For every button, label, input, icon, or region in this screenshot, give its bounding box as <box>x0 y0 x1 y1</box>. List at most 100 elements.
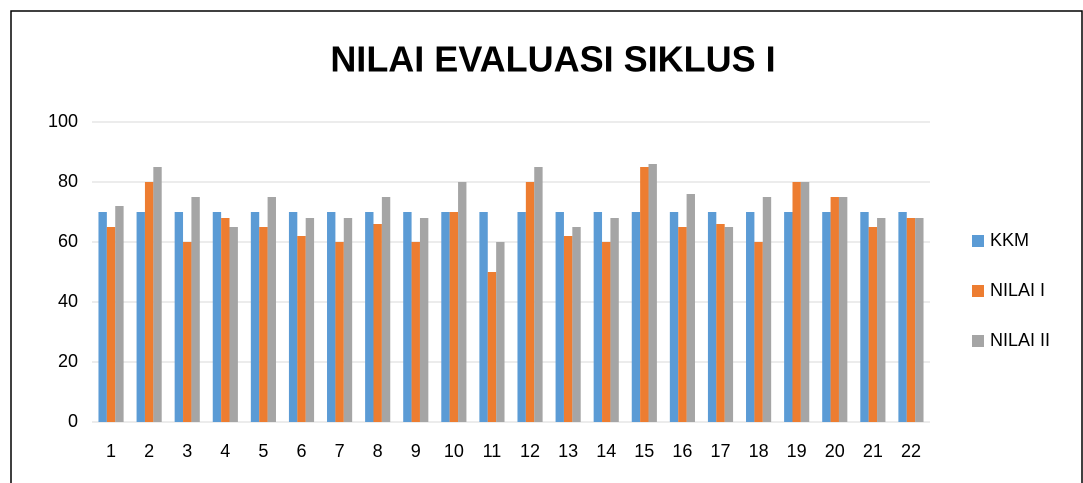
legend-label: NILAI I <box>990 280 1045 300</box>
bar <box>259 227 268 422</box>
x-tick-label: 18 <box>749 441 769 461</box>
bar <box>822 212 831 422</box>
bar <box>906 218 916 422</box>
x-tick-label: 10 <box>444 441 464 461</box>
legend-label: NILAI II <box>990 330 1050 350</box>
bar <box>517 212 526 422</box>
legend-swatch <box>972 335 984 347</box>
bar <box>746 212 755 422</box>
bar <box>106 227 116 422</box>
bar <box>754 242 763 422</box>
x-tick-label: 4 <box>220 441 230 461</box>
bar <box>792 182 801 422</box>
bar <box>419 218 429 422</box>
y-tick-label: 0 <box>68 411 78 431</box>
x-tick-label: 14 <box>596 441 616 461</box>
bar <box>724 227 734 422</box>
bar <box>496 242 505 422</box>
bar <box>297 236 306 422</box>
x-tick-label: 12 <box>520 441 540 461</box>
bar <box>563 236 573 422</box>
legend-label: KKM <box>990 230 1029 250</box>
x-tick-label: 15 <box>634 441 654 461</box>
bar <box>525 182 535 422</box>
bar <box>487 272 497 422</box>
bar <box>98 212 107 422</box>
bar <box>716 224 725 422</box>
bar <box>915 218 924 422</box>
bar <box>373 224 382 422</box>
bar <box>800 182 810 422</box>
bar <box>678 227 687 422</box>
bar <box>830 197 839 422</box>
bar <box>686 194 695 422</box>
bar <box>860 212 869 422</box>
bar <box>327 212 336 422</box>
bar <box>174 212 184 422</box>
bar <box>153 167 162 422</box>
x-tick-label: 3 <box>182 441 192 461</box>
bar <box>784 212 793 422</box>
bar <box>762 197 772 422</box>
bar <box>631 212 641 422</box>
bar <box>212 212 222 422</box>
x-tick-label: 22 <box>901 441 921 461</box>
bar <box>602 242 611 422</box>
x-tick-label: 11 <box>483 441 502 461</box>
bar <box>191 197 200 422</box>
bar <box>838 197 848 422</box>
bar <box>144 182 154 422</box>
y-tick-label: 100 <box>48 111 78 131</box>
bar <box>640 167 649 422</box>
x-tick-label: 2 <box>144 441 154 461</box>
bar <box>403 212 412 422</box>
chart-title: NILAI EVALUASI SIKLUS I <box>330 39 775 80</box>
x-tick-label: 7 <box>335 441 345 461</box>
bar <box>479 212 488 422</box>
legend-swatch <box>972 285 984 297</box>
x-tick-label: 20 <box>825 441 845 461</box>
x-tick-label: 21 <box>863 441 883 461</box>
bar <box>449 212 459 422</box>
bar <box>136 212 145 422</box>
bar <box>648 164 657 422</box>
bar <box>381 197 391 422</box>
bar <box>707 212 717 422</box>
bar <box>441 212 450 422</box>
x-tick-label: 13 <box>558 441 578 461</box>
x-tick-label: 9 <box>411 441 421 461</box>
bar <box>458 182 467 422</box>
x-tick-label: 6 <box>296 441 306 461</box>
y-tick-label: 40 <box>58 291 78 311</box>
bar <box>335 242 344 422</box>
x-tick-label: 8 <box>373 441 383 461</box>
bar <box>868 227 878 422</box>
bar <box>534 167 543 422</box>
bar <box>183 242 192 422</box>
x-tick-label: 16 <box>672 441 692 461</box>
bar <box>572 227 581 422</box>
bar <box>288 212 298 422</box>
bar <box>593 212 603 422</box>
y-tick-label: 60 <box>58 231 78 251</box>
x-tick-label: 5 <box>258 441 268 461</box>
bar <box>669 212 679 422</box>
bar <box>555 212 564 422</box>
bar <box>267 197 276 422</box>
bar <box>365 212 374 422</box>
bar <box>877 218 886 422</box>
bar <box>411 242 420 422</box>
y-tick-label: 20 <box>58 351 78 371</box>
bar <box>221 218 230 422</box>
x-tick-label: 19 <box>787 441 807 461</box>
bar <box>115 206 124 422</box>
bar <box>229 227 238 422</box>
x-tick-label: 1 <box>106 441 116 461</box>
bar <box>610 218 619 422</box>
legend-swatch <box>972 235 984 247</box>
x-tick-label: 17 <box>710 441 730 461</box>
bar <box>343 218 353 422</box>
bar <box>898 212 907 422</box>
y-tick-label: 80 <box>58 171 78 191</box>
